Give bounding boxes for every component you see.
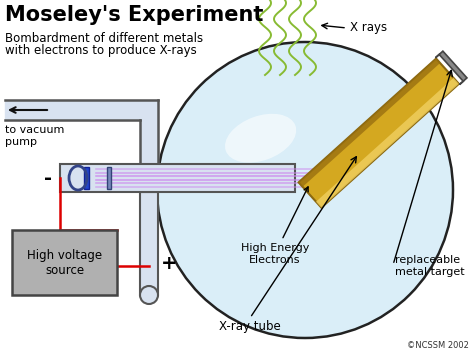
Ellipse shape [225,114,296,163]
Text: replaceable
metal target: replaceable metal target [395,255,465,277]
Text: High Energy
Electrons: High Energy Electrons [241,187,309,264]
Text: with electrons to produce X-rays: with electrons to produce X-rays [5,44,197,57]
Bar [60,164,295,192]
Bar [12,230,117,295]
Bar [84,167,89,189]
Text: Moseley's Experiment: Moseley's Experiment [5,5,264,25]
Text: -: - [44,169,52,187]
Polygon shape [436,51,467,84]
Text: Bombardment of different metals: Bombardment of different metals [5,32,203,45]
Polygon shape [299,59,459,208]
Bar [107,167,111,189]
Ellipse shape [140,286,158,304]
Text: ©NCSSM 2002: ©NCSSM 2002 [407,341,469,350]
Text: X rays: X rays [350,22,387,34]
Text: High voltage
source: High voltage source [27,248,102,277]
Polygon shape [316,78,459,208]
Circle shape [157,42,453,338]
Text: X-ray tube: X-ray tube [219,320,281,333]
Bar [140,192,158,295]
Text: +: + [161,254,177,273]
Text: to vacuum
pump: to vacuum pump [5,125,64,147]
Polygon shape [299,59,440,187]
